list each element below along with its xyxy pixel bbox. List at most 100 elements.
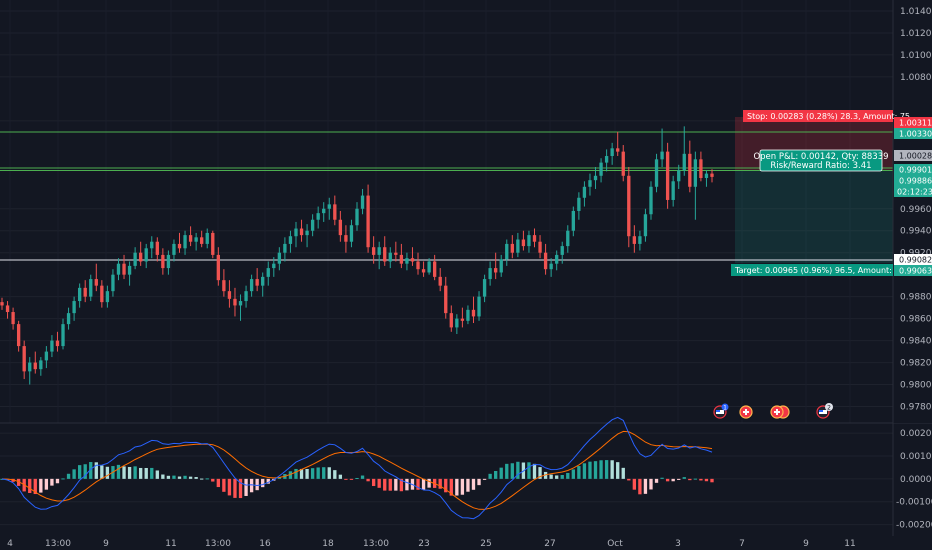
macd-scale[interactable] bbox=[893, 424, 932, 536]
upper-green-bg bbox=[894, 128, 932, 139]
white-line-tag[interactable]: 0.99082 bbox=[894, 254, 932, 265]
candle-down bbox=[177, 243, 182, 249]
histogram-bar bbox=[543, 471, 548, 479]
histogram-bar bbox=[627, 478, 631, 481]
histogram-bar bbox=[355, 477, 359, 479]
event-us-1[interactable]: 1 bbox=[713, 403, 729, 419]
histogram-bar bbox=[100, 465, 104, 479]
entry-green-bg bbox=[894, 164, 932, 175]
histogram-bar bbox=[377, 478, 381, 488]
candle-up bbox=[172, 243, 176, 255]
countdown-value: 02:12:23 bbox=[897, 188, 932, 197]
entry-green-tag[interactable]: 0.99901 bbox=[894, 164, 932, 175]
current-price-value: 0.99886 bbox=[899, 177, 932, 186]
event-us-2[interactable]: 2 bbox=[816, 403, 833, 419]
candle-up bbox=[482, 279, 487, 297]
candle-down bbox=[383, 247, 387, 262]
candle-down bbox=[471, 309, 476, 317]
histogram-bar bbox=[255, 478, 259, 491]
candle-down bbox=[94, 279, 98, 286]
candle-down bbox=[227, 291, 232, 299]
histogram-bar bbox=[604, 460, 609, 479]
last-price-tag[interactable]: 1.00028 bbox=[894, 150, 932, 161]
histogram-bar bbox=[660, 477, 664, 479]
stop-label[interactable]: Stop: 0.00283 (0.28%) 28.3, Amount: 75 bbox=[743, 110, 910, 122]
histogram-bar bbox=[133, 466, 137, 479]
candle-down bbox=[55, 340, 60, 347]
histogram-bar bbox=[444, 478, 448, 493]
candle-down bbox=[344, 235, 348, 242]
stop-label-bg bbox=[743, 110, 893, 122]
histogram-bar bbox=[588, 461, 592, 479]
price-tick-label: 1.01000 bbox=[900, 51, 932, 61]
open-pl-box[interactable]: Open P&L: 0.00142, Qty: 88339 Risk/Rewar… bbox=[753, 149, 889, 172]
histogram-bar bbox=[11, 478, 15, 482]
candle-down bbox=[11, 312, 15, 325]
countdown-tag[interactable]: 02:12:23 bbox=[894, 186, 932, 197]
histogram-bar bbox=[261, 478, 265, 488]
histogram-bar bbox=[144, 467, 148, 479]
candle-down bbox=[188, 235, 193, 242]
candle-down bbox=[532, 235, 537, 242]
histogram-bar bbox=[50, 478, 54, 486]
histogram-bar bbox=[333, 470, 337, 479]
event-ch-2[interactable] bbox=[770, 405, 790, 419]
upper-green-tag[interactable]: 1.00330 bbox=[894, 128, 932, 139]
candle-up bbox=[505, 243, 509, 260]
histogram-bar bbox=[316, 467, 320, 479]
histogram-bar bbox=[105, 466, 110, 479]
candle-up bbox=[77, 287, 82, 302]
candle-up bbox=[183, 235, 187, 249]
histogram-bar bbox=[643, 478, 648, 494]
target-label[interactable]: Target: 0.00965 (0.96%) 96.5, Amount: 18… bbox=[731, 264, 910, 276]
candle-up bbox=[593, 175, 598, 181]
candle-up bbox=[105, 291, 110, 303]
candle-up bbox=[316, 213, 320, 220]
histogram-bar bbox=[200, 478, 204, 480]
histogram-bar bbox=[599, 460, 603, 479]
price-scale[interactable] bbox=[893, 0, 932, 423]
candle-down bbox=[366, 195, 370, 248]
histogram-bar bbox=[233, 478, 237, 498]
candle-down bbox=[449, 313, 453, 328]
candle-up bbox=[671, 181, 675, 200]
candle-down bbox=[33, 362, 37, 370]
histogram-bar bbox=[704, 478, 709, 482]
time-scale[interactable] bbox=[0, 536, 932, 550]
histogram-bar bbox=[344, 478, 348, 480]
candle-down bbox=[161, 254, 165, 269]
upper-green-value: 1.00330 bbox=[899, 130, 932, 139]
price-tick-label: 1.01200 bbox=[900, 29, 932, 39]
candle-down bbox=[616, 148, 620, 152]
target-label-bg bbox=[731, 264, 893, 276]
current-price-tag[interactable]: 0.99886 bbox=[894, 175, 932, 186]
candle-down bbox=[710, 173, 714, 177]
time-tick-label: Oct bbox=[607, 539, 623, 549]
event-ch-1[interactable] bbox=[739, 405, 753, 419]
candle-down bbox=[460, 318, 465, 321]
candle-up bbox=[582, 186, 587, 198]
price-tick-label: 1.01400 bbox=[900, 7, 932, 17]
candle-up bbox=[405, 258, 409, 264]
time-tick-label: 11 bbox=[165, 539, 176, 549]
macd-grid bbox=[0, 432, 893, 526]
histogram-bar bbox=[621, 467, 625, 479]
candle-up bbox=[127, 265, 132, 275]
candle-up bbox=[654, 159, 659, 187]
time-tick-label: 9 bbox=[803, 539, 809, 549]
reward-zone bbox=[735, 171, 898, 263]
histogram-bar bbox=[288, 471, 293, 479]
last-price-bg bbox=[894, 150, 932, 161]
histogram-bar bbox=[616, 462, 620, 479]
target-label-text: Target: 0.00965 (0.96%) 96.5, Amount: 18… bbox=[734, 266, 910, 275]
histogram-bar bbox=[555, 475, 559, 479]
event-badge: 1 bbox=[723, 405, 727, 412]
candle-up bbox=[499, 259, 503, 273]
target-level-tag[interactable]: 0.99063 bbox=[894, 265, 932, 276]
candle-up bbox=[261, 276, 265, 286]
candles-layer bbox=[0, 126, 714, 385]
stop-level-tag[interactable]: 1.00311 bbox=[894, 117, 932, 128]
